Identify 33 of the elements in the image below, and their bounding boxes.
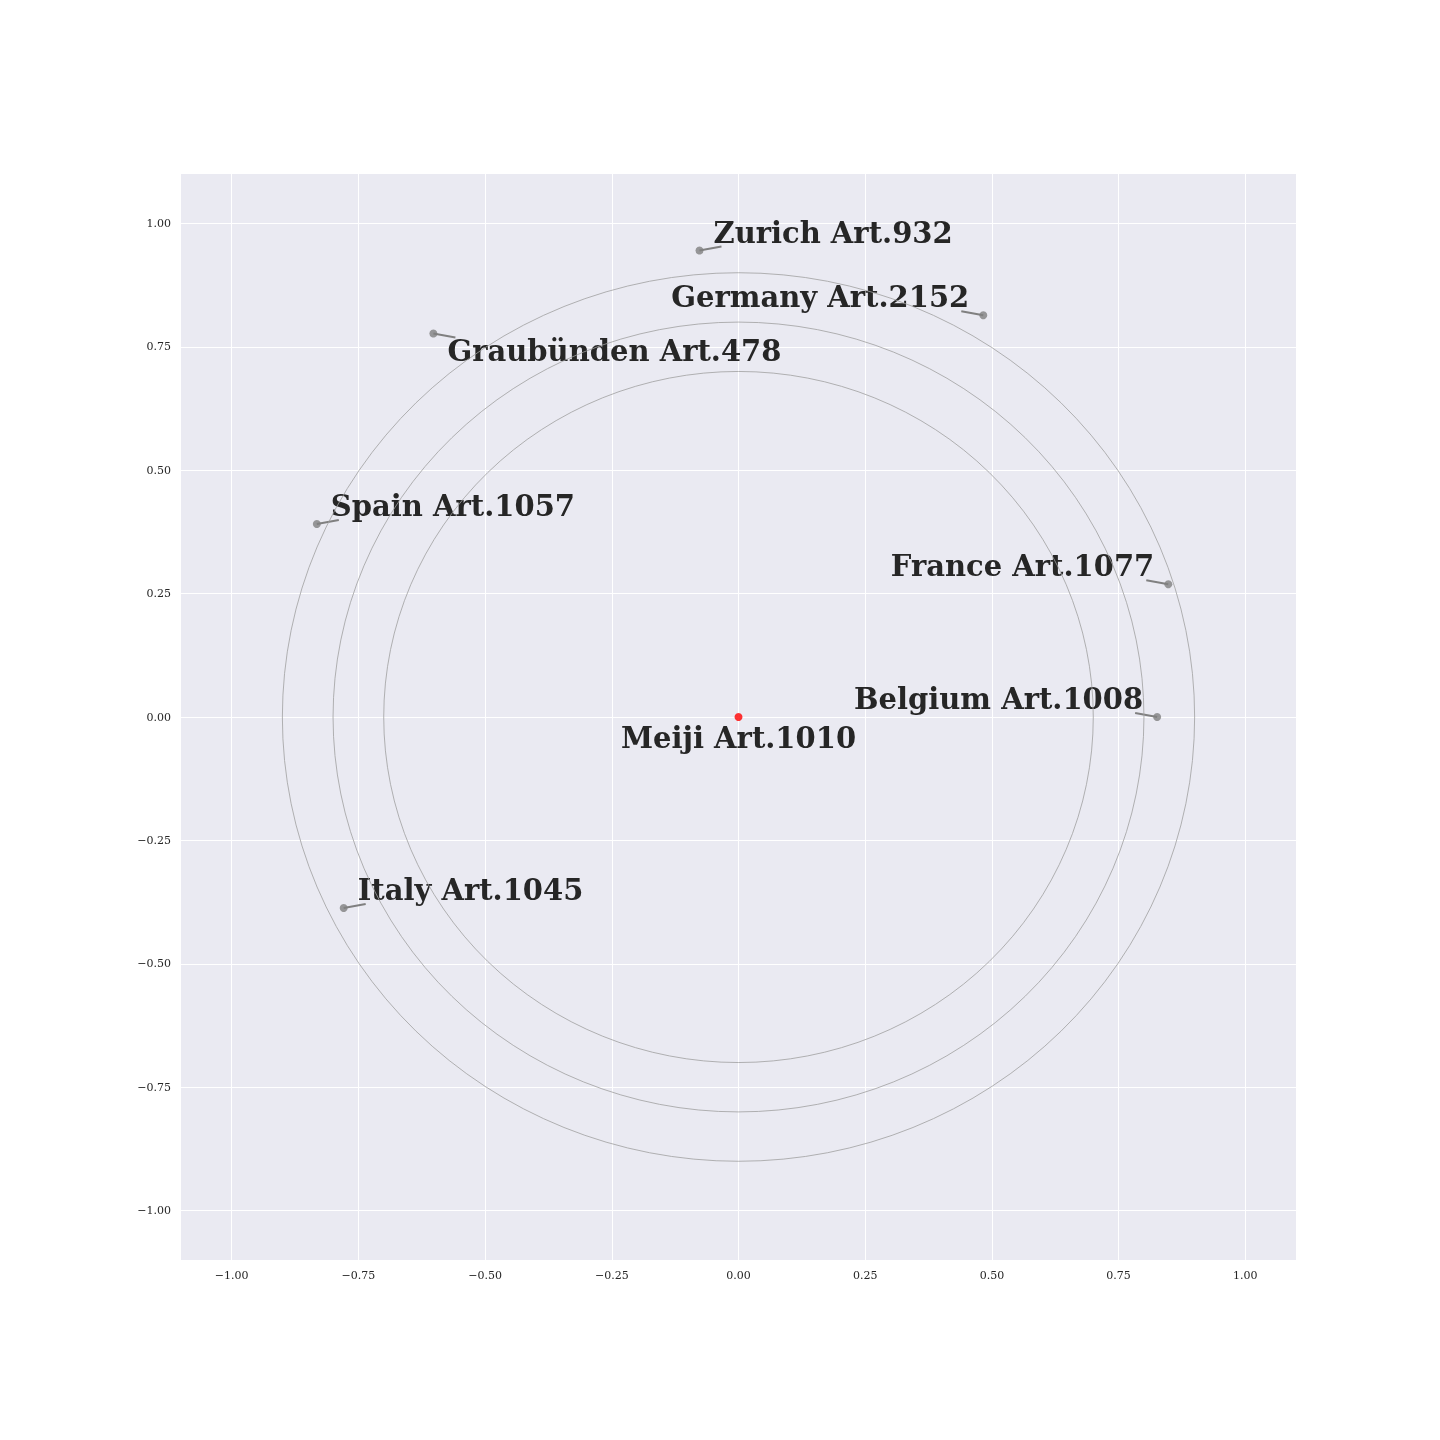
annotation: Italy Art.1045: [357, 873, 584, 908]
y-tick-label: 0.25: [146, 587, 171, 601]
y-tick-label: −0.50: [137, 957, 171, 971]
point: [312, 519, 321, 528]
annotation: Zurich Art.932: [713, 215, 953, 250]
point: [339, 904, 348, 913]
point: [979, 311, 988, 320]
x-tick-label: 1.00: [1233, 1269, 1258, 1282]
x-tick-label: −0.50: [468, 1269, 502, 1282]
y-tick-label: −0.75: [137, 1080, 171, 1094]
annotation: France Art.1077: [890, 549, 1155, 584]
point: [695, 246, 704, 255]
y-tick-label: 1.00: [146, 216, 171, 230]
y-tick-label: 0.75: [146, 340, 171, 354]
y-tick-label: 0.00: [146, 710, 171, 724]
x-tick-label: −1.00: [214, 1269, 249, 1282]
x-tick-label: 0.25: [852, 1269, 878, 1282]
x-tick-label: 0.50: [979, 1269, 1005, 1282]
annotation: Graubünden Art.478: [447, 334, 782, 369]
y-tick-label: −0.25: [137, 833, 171, 847]
annotation: Belgium Art.1008: [854, 682, 1144, 716]
point: [429, 329, 438, 338]
point: [1153, 713, 1162, 721]
x-tick-label: −0.25: [594, 1269, 629, 1282]
point: [1164, 580, 1173, 589]
x-tick-label: 0.75: [1106, 1269, 1131, 1282]
y-tick-label: 0.50: [146, 463, 171, 477]
annotation: Meiji Art.1010: [620, 720, 857, 755]
y-tick-label: −1.00: [137, 1204, 171, 1218]
x-tick-label: −0.75: [341, 1269, 376, 1282]
annotation: Spain Art.1057: [330, 488, 576, 523]
x-tick-label: 0.00: [726, 1269, 751, 1282]
annotation: Germany Art.2152: [671, 280, 970, 315]
